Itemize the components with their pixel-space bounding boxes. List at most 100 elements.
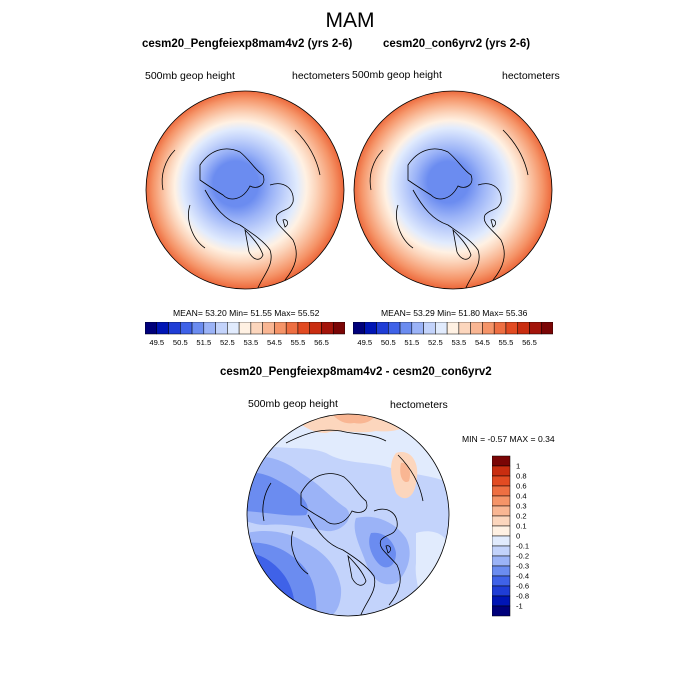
colorbar-tick-label: 0.3 xyxy=(516,502,527,511)
colorbar-swatch xyxy=(492,485,511,497)
colorbar-tick-label: 54.5 xyxy=(267,338,282,347)
panel-3-units-label: hectometers xyxy=(390,399,448,411)
colorbar-swatch xyxy=(505,322,518,335)
panel-3-variable-label: 500mb geop height xyxy=(248,398,338,410)
colorbar-swatch xyxy=(145,322,158,335)
colorbar-tick-label: 0.4 xyxy=(516,492,527,501)
colorbar-tick-label: 52.5 xyxy=(428,338,443,347)
figure-title: MAM xyxy=(325,9,375,32)
colorbar-swatch xyxy=(492,595,511,607)
panel-2-colorbar: 49.5 50.5 51.5 52.5 53.5 54.5 55.5 56.5 xyxy=(353,322,553,347)
colorbar-swatch xyxy=(446,322,460,335)
colorbar-tick-label: -1 xyxy=(516,602,523,611)
colorbar-tick-label: 55.5 xyxy=(291,338,306,347)
coastlines xyxy=(262,429,424,616)
colorbar-swatch xyxy=(493,322,507,335)
colorbar-swatch xyxy=(376,322,389,335)
panel-3-colorbar: 10.80.60.40.30.20.10-0.1-0.2-0.3-0.4-0.6… xyxy=(492,455,529,617)
colorbar-tick-label: -0.3 xyxy=(516,562,529,571)
colorbar-swatch xyxy=(492,535,511,547)
colorbar-tick-label: 0.8 xyxy=(516,472,527,481)
panel-2-stats: MEAN= 53.29 Min= 51.80 Max= 55.36 xyxy=(381,308,528,318)
colorbar-swatch xyxy=(492,465,511,477)
colorbar-swatch xyxy=(399,322,413,335)
map-field xyxy=(146,91,344,289)
colorbar-swatch xyxy=(332,322,345,335)
colorbar-swatch xyxy=(191,322,205,335)
colorbar-tick-label: 0.1 xyxy=(516,522,527,531)
colorbar-tick-label: -0.6 xyxy=(516,582,529,591)
colorbar-swatch xyxy=(492,565,511,577)
colorbar-swatch xyxy=(435,322,448,335)
colorbar-swatch xyxy=(227,322,240,335)
colorbar-swatch xyxy=(492,515,511,527)
panel-1-stats: MEAN= 53.20 Min= 51.55 Max= 55.52 xyxy=(173,308,320,318)
colorbar-swatch xyxy=(492,455,511,467)
colorbar-swatch xyxy=(540,322,553,335)
panel-2-units-label: hectometers xyxy=(502,70,560,82)
colorbar-tick-label: 0.2 xyxy=(516,512,527,521)
colorbar-swatch xyxy=(492,605,511,617)
colorbar-tick-label: -0.1 xyxy=(516,542,529,551)
colorbar-swatch xyxy=(203,322,216,335)
colorbar-tick-label: 0.6 xyxy=(516,482,527,491)
colorbar-swatch xyxy=(285,322,299,335)
panel-1-units-label: hectometers xyxy=(292,70,350,82)
colorbar-swatch xyxy=(423,322,436,335)
colorbar-tick-label: 56.5 xyxy=(314,338,329,347)
panel-1-polar-map xyxy=(145,90,345,290)
colorbar-swatch xyxy=(156,322,169,335)
colorbar-swatch xyxy=(492,555,511,567)
coastlines xyxy=(161,129,321,289)
colorbar-tick-label: 51.5 xyxy=(404,338,419,347)
colorbar-tick-label: 53.5 xyxy=(243,338,258,347)
colorbar-tick-label: 50.5 xyxy=(381,338,396,347)
colorbar-swatch xyxy=(482,322,495,335)
colorbar-tick-label: 1 xyxy=(516,462,520,471)
panel-2-title: cesm20_con6yrv2 (yrs 2-6) xyxy=(383,38,531,50)
colorbar-swatch xyxy=(492,525,511,537)
panel-1-title: cesm20_Pengfeiexp8mam4v2 (yrs 2-6) xyxy=(142,38,353,50)
colorbar-swatch xyxy=(517,322,530,335)
colorbar-swatch xyxy=(492,475,511,487)
colorbar-tick-label: -0.8 xyxy=(516,592,529,601)
colorbar-tick-label: 50.5 xyxy=(173,338,188,347)
colorbar-swatch xyxy=(274,322,287,335)
colorbar-swatch xyxy=(492,575,511,587)
colorbar-swatch xyxy=(321,322,334,335)
colorbar-swatch xyxy=(529,322,542,335)
colorbar-swatch xyxy=(492,505,511,517)
colorbar-swatch xyxy=(180,322,193,335)
panel-2-polar-map xyxy=(353,90,553,290)
colorbar-swatch xyxy=(168,322,181,335)
colorbar-swatch xyxy=(411,322,424,335)
colorbar-swatch xyxy=(309,322,322,335)
panel-1-colorbar: 49.5 50.5 51.5 52.5 53.5 54.5 55.5 56.5 xyxy=(145,322,345,347)
colorbar-swatch xyxy=(458,322,471,335)
colorbar-swatch xyxy=(215,322,228,335)
colorbar-swatch xyxy=(297,322,310,335)
colorbar-tick-label: -0.2 xyxy=(516,552,529,561)
panel-3-stats: MIN = -0.57 MAX = 0.34 xyxy=(462,434,555,444)
colorbar-swatch xyxy=(364,322,377,335)
panel-2-variable-label: 500mb geop height xyxy=(352,69,442,81)
colorbar-tick-label: 55.5 xyxy=(499,338,514,347)
panel-3-polar-map xyxy=(246,413,450,617)
colorbar-tick-label: 0 xyxy=(516,532,520,541)
colorbar-swatch xyxy=(470,322,483,335)
colorbar-swatch xyxy=(250,322,263,335)
colorbar-swatch xyxy=(388,322,401,335)
colorbar-swatch xyxy=(353,322,366,335)
colorbar-tick-label: 51.5 xyxy=(196,338,211,347)
colorbar-tick-label: 52.5 xyxy=(220,338,235,347)
map-field xyxy=(354,91,552,289)
panel-3-title: cesm20_Pengfeiexp8mam4v2 - cesm20_con6yr… xyxy=(220,366,492,378)
colorbar-tick-label: 49.5 xyxy=(357,338,372,347)
colorbar-swatch xyxy=(238,322,252,335)
difference-field xyxy=(247,414,449,616)
colorbar-tick-label: 49.5 xyxy=(149,338,164,347)
colorbar-tick-label: 53.5 xyxy=(451,338,466,347)
colorbar-swatch xyxy=(492,545,511,557)
coastlines xyxy=(369,129,529,289)
colorbar-tick-label: 56.5 xyxy=(522,338,537,347)
